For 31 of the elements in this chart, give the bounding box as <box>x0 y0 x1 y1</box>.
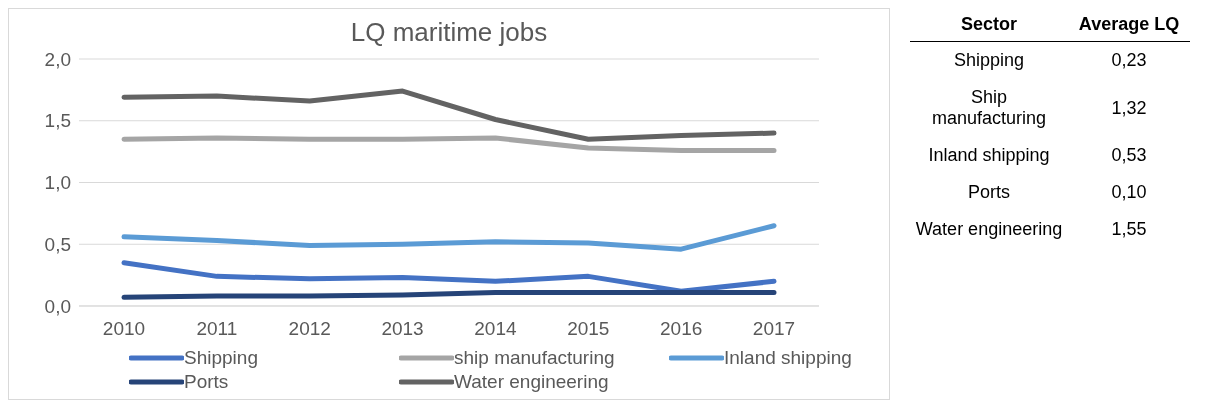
category-label: Water engineering <box>914 218 1064 241</box>
legend-label: Shipping <box>184 346 258 370</box>
legend-label: Water engineering <box>454 370 609 394</box>
category-label: Ship manufacturing <box>930 86 1048 130</box>
category-label: Ports <box>967 181 1011 204</box>
text: Average LQ <box>1077 13 1181 36</box>
category-label: Inland shipping <box>927 144 1051 167</box>
text: Sector <box>960 13 1018 36</box>
x-tick-label: 2015 <box>567 318 610 340</box>
text: 0,23 <box>1111 50 1147 70</box>
x-tick-label: 2011 <box>196 318 238 340</box>
y-tick-label: 0,0 <box>44 295 71 317</box>
text: 1,55 <box>1111 219 1147 239</box>
y-tick-label: 2,0 <box>44 48 71 70</box>
x-tick-label: 2010 <box>102 318 146 340</box>
x-tick-label: 2016 <box>660 318 703 340</box>
legend-label: Ports <box>184 370 229 394</box>
x-tick-label: 2012 <box>288 318 331 340</box>
x-tick-label: 2013 <box>381 318 424 340</box>
y-tick-label: 1,0 <box>44 172 71 194</box>
category-label: Shipping <box>952 49 1026 72</box>
x-tick-label: 2014 <box>474 318 517 340</box>
y-tick-label: 0,5 <box>44 233 71 255</box>
text: 1,32 <box>1111 97 1147 118</box>
x-tick-label: 2017 <box>752 318 796 340</box>
chart-title: LQ maritime jobs <box>349 17 549 48</box>
text: 0,53 <box>1111 145 1147 165</box>
legend-label: ship manufacturing <box>454 346 615 370</box>
y-tick-label: 1,5 <box>44 110 71 132</box>
text: 0,10 <box>1111 182 1147 202</box>
legend-label: Inland shipping <box>724 346 852 370</box>
